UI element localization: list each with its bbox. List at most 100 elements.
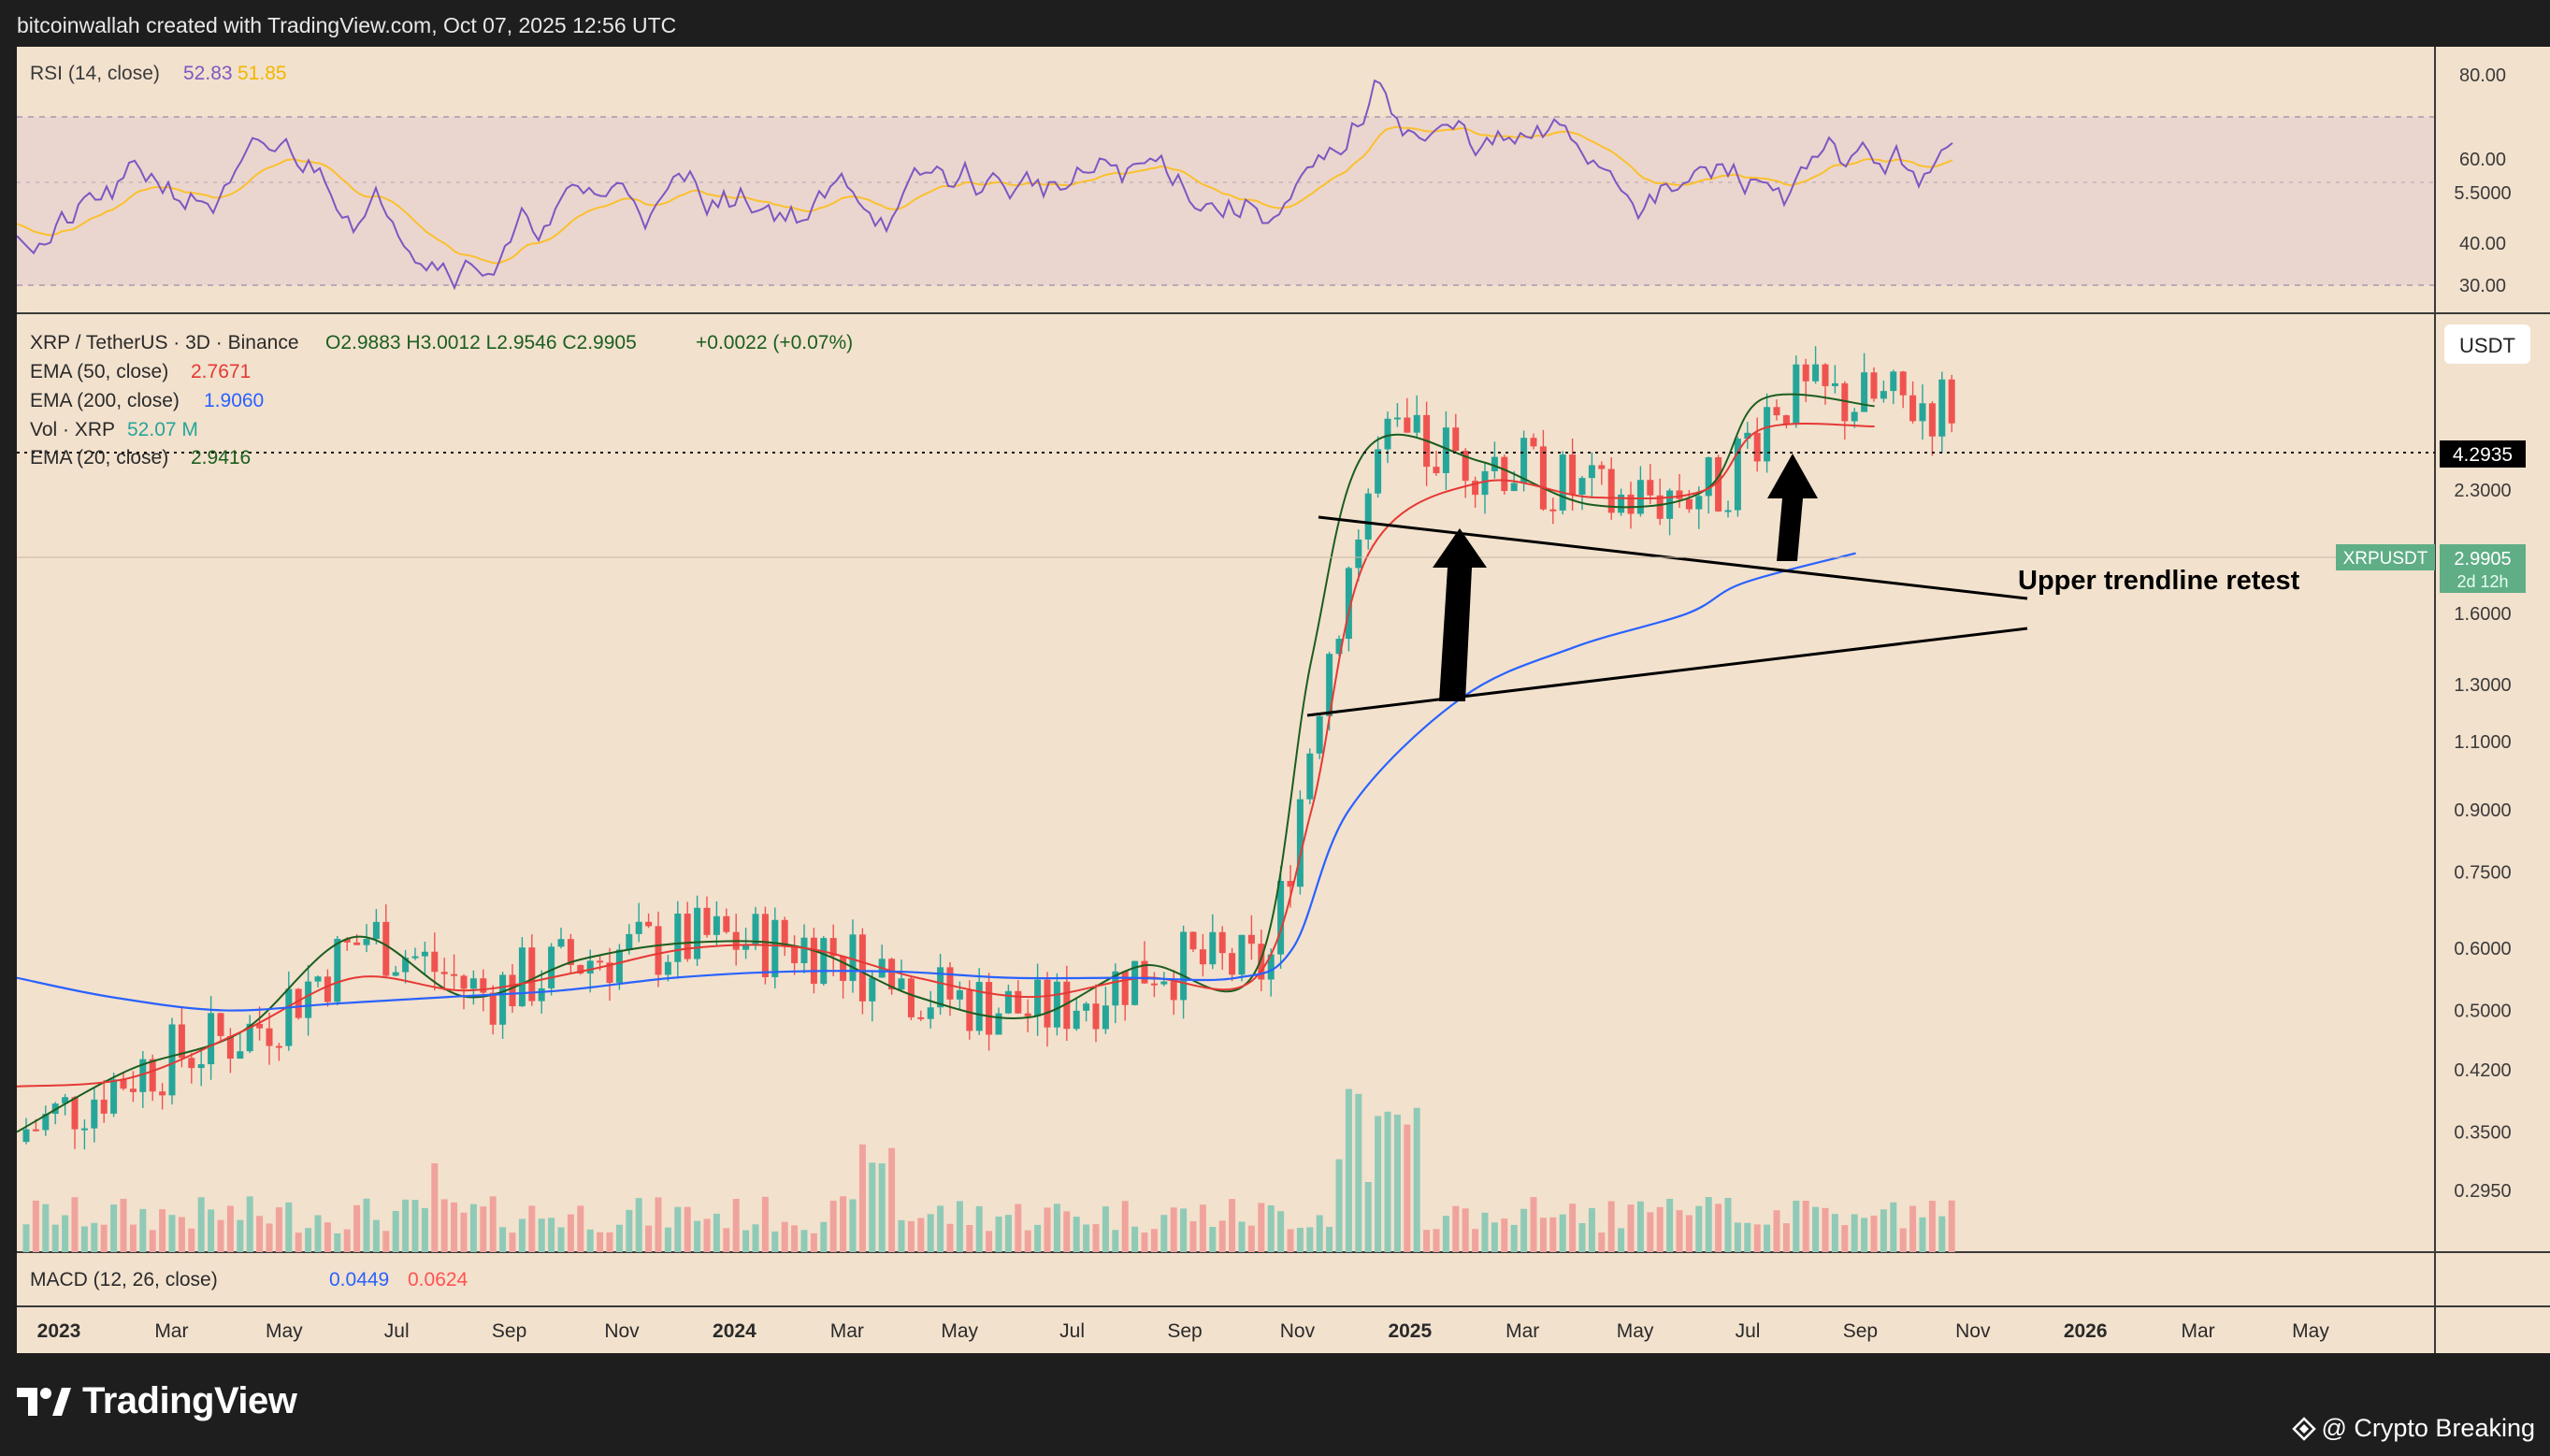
lower-trendline[interactable] bbox=[1306, 627, 2028, 717]
candle-body bbox=[1870, 372, 1878, 399]
up-arrow-icon[interactable] bbox=[1433, 528, 1487, 701]
candle-body bbox=[1209, 931, 1217, 965]
candle-body bbox=[1569, 454, 1577, 495]
volume-bar bbox=[1024, 1230, 1031, 1252]
candle-body bbox=[80, 1128, 88, 1131]
volume-bar bbox=[1919, 1217, 1926, 1252]
candle-body bbox=[888, 959, 896, 990]
price-chart-svg[interactable]: RSI (14, close) 52.83 51.85 XRP / Tether… bbox=[16, 47, 2550, 1353]
volume-bar bbox=[986, 1231, 993, 1252]
candle-body bbox=[907, 978, 915, 1017]
volume-bar bbox=[1384, 1111, 1391, 1252]
volume-bar bbox=[548, 1218, 555, 1252]
candle-body bbox=[1452, 427, 1460, 452]
volume-bar bbox=[1345, 1088, 1352, 1252]
volume-bar bbox=[567, 1214, 574, 1252]
candle-body bbox=[1899, 371, 1907, 396]
candle-body bbox=[32, 1129, 39, 1132]
volume-bar bbox=[1928, 1201, 1936, 1252]
volume-bar bbox=[1782, 1223, 1790, 1252]
volume-bar bbox=[256, 1216, 264, 1252]
candle-body bbox=[1695, 496, 1703, 510]
volume-bar bbox=[1773, 1210, 1780, 1252]
ema200-value: 1.9060 bbox=[204, 390, 264, 411]
time-tick-label: Mar bbox=[830, 1320, 864, 1342]
time-tick-label: Nov bbox=[1955, 1320, 1991, 1342]
candle-body bbox=[149, 1059, 156, 1092]
volume-bar bbox=[208, 1209, 215, 1252]
candle-body bbox=[139, 1059, 147, 1092]
macd-value: 0.0449 bbox=[329, 1269, 389, 1290]
candle-body bbox=[71, 1097, 79, 1130]
volume-bar bbox=[1636, 1201, 1644, 1252]
candle-body bbox=[382, 921, 390, 976]
candle-body bbox=[392, 972, 399, 976]
candle-body bbox=[1636, 480, 1644, 514]
volume-bar bbox=[975, 1205, 983, 1252]
candle-body bbox=[840, 956, 847, 981]
candle-body bbox=[1782, 415, 1790, 425]
volume-bar bbox=[1607, 1201, 1615, 1252]
candle-body bbox=[1034, 979, 1042, 1016]
candle-body bbox=[752, 914, 759, 945]
symbol-badge-text: XRPUSDT bbox=[2343, 549, 2428, 569]
price-tick-label: 5.5000 bbox=[2454, 183, 2511, 204]
candle-body bbox=[927, 1007, 934, 1019]
candle-body bbox=[723, 915, 730, 932]
volume-bar bbox=[353, 1204, 361, 1252]
candle-body bbox=[1773, 407, 1780, 416]
volume-bar bbox=[878, 1163, 886, 1252]
time-axis[interactable]: 2023 Mar May Jul Sep Nov 2024 Mar May Jul Sep Nov 20… bbox=[37, 1320, 2330, 1342]
attribution-text: bitcoinwallah created with TradingView.c… bbox=[17, 13, 677, 37]
volume-bar bbox=[1880, 1209, 1887, 1252]
last-price-text: 2.9905 bbox=[2454, 549, 2511, 569]
volume-bar bbox=[1121, 1201, 1129, 1252]
volume-bar bbox=[1685, 1215, 1693, 1252]
candle-body bbox=[334, 938, 341, 1002]
candle-body bbox=[800, 937, 808, 964]
volume-bar bbox=[703, 1218, 711, 1252]
candle-body bbox=[694, 907, 701, 959]
tradingview-logo[interactable]: TradingView bbox=[17, 1380, 297, 1422]
candle-body bbox=[518, 947, 526, 1007]
up-arrow-icon[interactable] bbox=[1767, 454, 1818, 561]
candle-body bbox=[597, 960, 604, 963]
candle-body bbox=[1404, 417, 1411, 433]
volume-bar bbox=[1764, 1224, 1771, 1252]
candle-body bbox=[1948, 379, 1955, 424]
volume-bar bbox=[1472, 1229, 1479, 1252]
candlesticks bbox=[22, 346, 1955, 1150]
rsi-axis[interactable]: 80.00 60.00 40.00 30.00 bbox=[2459, 65, 2506, 296]
candle-body bbox=[1267, 954, 1275, 980]
volume-bar bbox=[1549, 1217, 1557, 1252]
volume-bar bbox=[1442, 1216, 1449, 1252]
volume-bar bbox=[1598, 1233, 1606, 1252]
candle-body bbox=[869, 977, 876, 1002]
volume-bar bbox=[159, 1209, 166, 1252]
volume-bar bbox=[1831, 1214, 1838, 1252]
candle-body bbox=[246, 1023, 253, 1052]
level-badge-text: 4.2935 bbox=[2453, 444, 2513, 466]
time-tick-label: Jul bbox=[1736, 1320, 1761, 1342]
candle-body bbox=[217, 1013, 224, 1036]
chart-area[interactable]: RSI (14, close) 52.83 51.85 XRP / Tether… bbox=[16, 47, 2550, 1353]
time-tick-label: Jul bbox=[384, 1320, 410, 1342]
candle-body bbox=[1491, 456, 1498, 471]
volume-bar bbox=[1355, 1093, 1362, 1252]
volume-bar bbox=[32, 1200, 39, 1252]
candle-body bbox=[1112, 971, 1119, 1006]
currency-button[interactable]: USDT bbox=[2444, 324, 2530, 364]
time-tick-label: Sep bbox=[1843, 1320, 1878, 1342]
price-tick-label: 1.1000 bbox=[2454, 732, 2511, 753]
volume-bar bbox=[460, 1212, 468, 1252]
candle-body bbox=[178, 1024, 185, 1059]
candle-body bbox=[499, 974, 507, 1025]
volume-bar bbox=[1326, 1226, 1333, 1252]
candle-body bbox=[1015, 990, 1022, 1014]
candle-body bbox=[129, 1088, 137, 1092]
candle-body bbox=[1753, 432, 1761, 462]
volume-bar bbox=[1209, 1226, 1217, 1252]
volume-bar bbox=[1034, 1224, 1042, 1252]
candle-body bbox=[431, 951, 439, 973]
volume-bar bbox=[732, 1199, 740, 1252]
